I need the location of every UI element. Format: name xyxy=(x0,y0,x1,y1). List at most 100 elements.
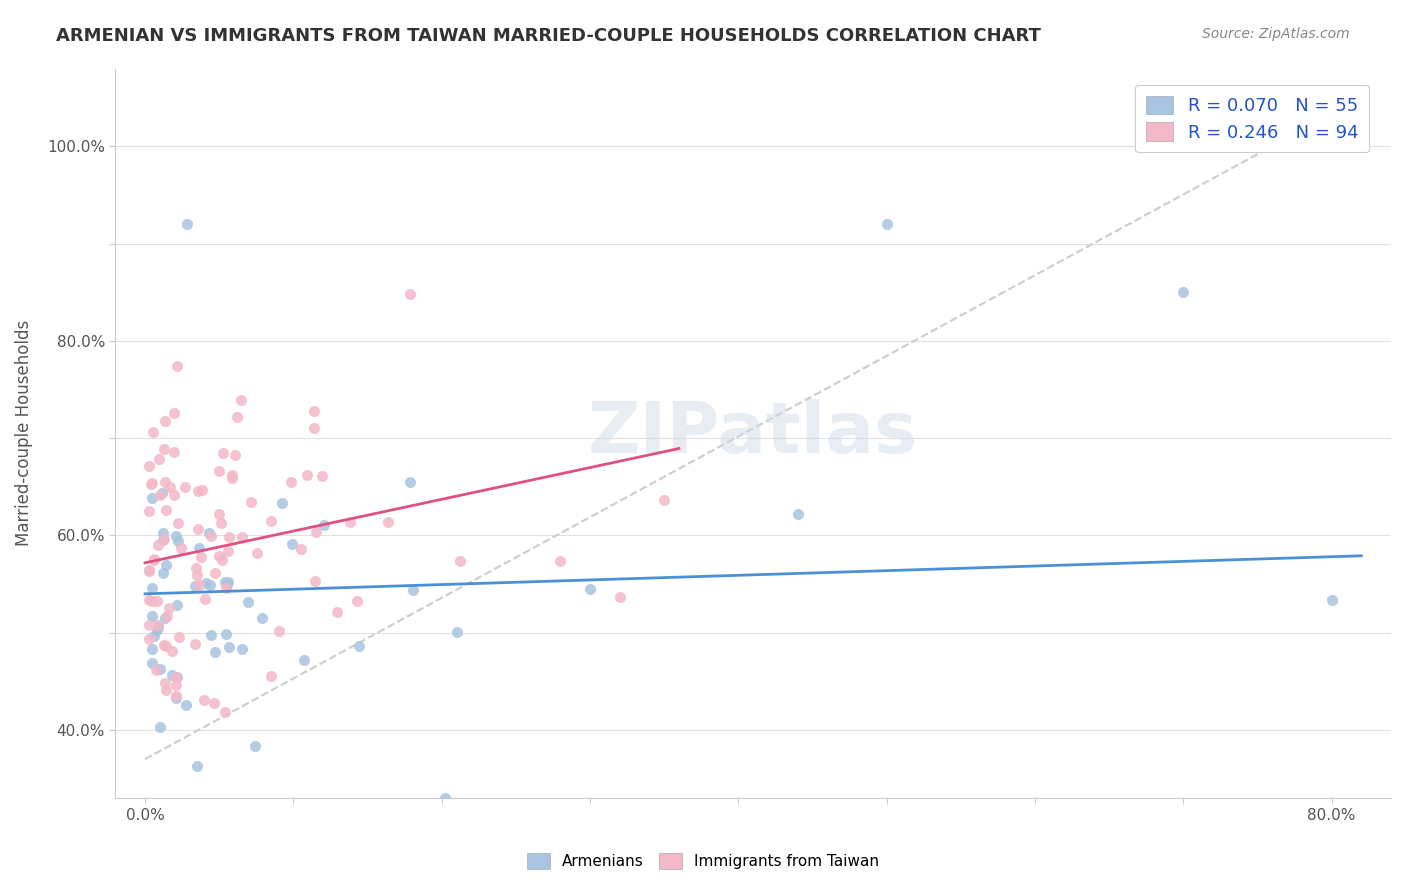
Point xyxy=(145,663,167,677)
Point xyxy=(305,525,328,540)
Point xyxy=(215,581,238,595)
Point xyxy=(152,638,174,652)
Point xyxy=(208,464,231,478)
Point xyxy=(149,488,172,502)
Point xyxy=(304,574,326,589)
Point xyxy=(153,676,176,690)
Point xyxy=(221,471,243,485)
Point xyxy=(652,493,675,508)
Point xyxy=(159,480,181,494)
Point xyxy=(186,568,208,582)
Point xyxy=(186,758,208,772)
Point xyxy=(398,287,420,301)
Point xyxy=(160,644,183,658)
Point xyxy=(170,541,193,555)
Point xyxy=(550,554,572,568)
Point xyxy=(163,487,186,501)
Point xyxy=(377,515,399,529)
Point xyxy=(194,576,217,591)
Point xyxy=(579,582,602,597)
Point xyxy=(402,583,425,598)
Point xyxy=(211,553,233,567)
Point xyxy=(215,576,238,591)
Point xyxy=(346,594,368,608)
Point xyxy=(167,533,190,548)
Text: Source: ZipAtlas.com: Source: ZipAtlas.com xyxy=(1202,27,1350,41)
Point xyxy=(198,526,221,541)
Point xyxy=(229,393,252,408)
Point xyxy=(1173,285,1195,300)
Point xyxy=(446,624,468,639)
Point xyxy=(163,406,186,420)
Point xyxy=(167,630,190,644)
Point xyxy=(138,458,160,473)
Point xyxy=(215,626,238,640)
Point xyxy=(311,469,333,483)
Point xyxy=(312,517,335,532)
Point xyxy=(142,425,165,439)
Point xyxy=(236,595,259,609)
Point xyxy=(240,494,263,508)
Point xyxy=(155,682,177,697)
Point xyxy=(138,593,160,607)
Point xyxy=(148,620,170,634)
Point xyxy=(231,530,253,544)
Point xyxy=(165,529,187,543)
Point xyxy=(165,691,187,706)
Point xyxy=(1320,593,1343,607)
Point xyxy=(188,578,211,592)
Point xyxy=(141,594,163,608)
Point xyxy=(184,579,207,593)
Point xyxy=(214,575,236,590)
Point xyxy=(221,467,243,482)
Point xyxy=(166,670,188,684)
Point xyxy=(347,639,370,653)
Point xyxy=(786,507,808,521)
Point xyxy=(280,475,302,490)
Point xyxy=(138,565,160,579)
Point xyxy=(214,705,236,719)
Point xyxy=(153,611,176,625)
Point xyxy=(292,653,315,667)
Point xyxy=(290,542,312,557)
Point xyxy=(187,522,209,536)
Point xyxy=(267,624,290,639)
Point xyxy=(200,578,222,592)
Point xyxy=(145,594,167,608)
Point xyxy=(876,217,898,231)
Point xyxy=(143,553,166,567)
Point xyxy=(143,629,166,643)
Point xyxy=(166,359,188,373)
Point xyxy=(326,605,349,619)
Point xyxy=(202,697,225,711)
Point xyxy=(218,640,240,655)
Point xyxy=(270,496,292,510)
Point xyxy=(141,491,163,506)
Point xyxy=(141,475,163,490)
Point xyxy=(200,628,222,642)
Point xyxy=(217,575,239,590)
Point xyxy=(155,558,177,572)
Point xyxy=(153,532,176,546)
Point xyxy=(138,563,160,577)
Point xyxy=(302,421,325,435)
Point xyxy=(609,590,631,604)
Point xyxy=(190,550,212,565)
Y-axis label: Married-couple Households: Married-couple Households xyxy=(15,320,32,547)
Point xyxy=(150,486,173,500)
Point xyxy=(165,689,187,703)
Point xyxy=(153,442,176,456)
Point xyxy=(212,445,235,459)
Point xyxy=(138,632,160,646)
Point xyxy=(152,533,174,548)
Point xyxy=(156,608,179,623)
Point xyxy=(231,641,253,656)
Point xyxy=(141,477,163,491)
Point xyxy=(204,645,226,659)
Point xyxy=(165,678,187,692)
Point xyxy=(398,475,420,489)
Point xyxy=(167,516,190,530)
Point xyxy=(146,618,169,632)
Point xyxy=(153,414,176,428)
Point xyxy=(260,514,283,528)
